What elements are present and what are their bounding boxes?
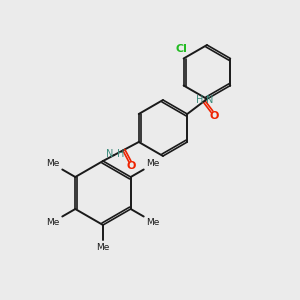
Text: H: H <box>196 94 203 105</box>
Text: H: H <box>117 149 124 159</box>
Text: Me: Me <box>46 218 60 227</box>
Text: Me: Me <box>96 243 110 252</box>
Text: Me: Me <box>46 159 60 168</box>
Text: Me: Me <box>146 159 160 168</box>
Text: N: N <box>206 94 213 105</box>
Text: O: O <box>209 111 219 121</box>
Text: N: N <box>106 149 113 159</box>
Text: Cl: Cl <box>176 44 188 55</box>
Text: O: O <box>127 161 136 171</box>
Text: Me: Me <box>146 218 160 227</box>
